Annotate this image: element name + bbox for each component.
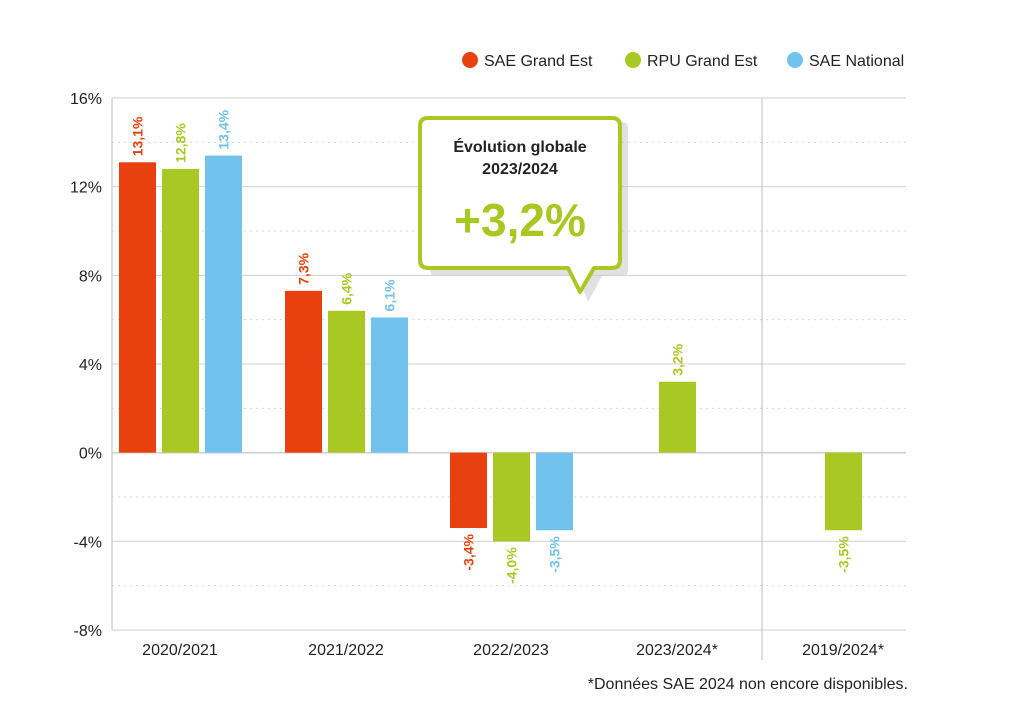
bar [825, 452, 862, 531]
callout-bubble [418, 116, 622, 294]
x-tick-label: 2020/2021 [142, 642, 218, 659]
bar [328, 310, 365, 453]
y-tick-label: 12% [70, 180, 102, 197]
bar [285, 290, 322, 453]
data-label: -3,4% [461, 533, 477, 570]
y-tick-label: 16% [70, 91, 102, 108]
y-tick-label: -4% [74, 534, 102, 551]
y-tick-label: 8% [79, 268, 102, 285]
bar [119, 162, 156, 453]
data-label: 3,2% [670, 343, 686, 375]
bar [659, 381, 696, 453]
y-tick-label: 4% [79, 357, 102, 374]
callout-title: Évolution globale [453, 137, 586, 156]
legend-swatch [787, 52, 803, 68]
data-label: 6,4% [339, 272, 355, 304]
data-label: 6,1% [382, 279, 398, 311]
legend-label: SAE National [809, 53, 904, 70]
bar [205, 155, 242, 453]
bar [450, 452, 487, 529]
legend-swatch [462, 52, 478, 68]
data-label: -4,0% [504, 547, 520, 584]
bar [536, 452, 573, 531]
data-label: 12,8% [173, 123, 189, 163]
callout-subtitle: 2023/2024 [482, 161, 558, 178]
callout-value: +3,2% [454, 194, 586, 246]
x-tick-label: 2022/2023 [473, 642, 549, 659]
data-label: 13,4% [216, 109, 232, 149]
y-tick-label: 0% [79, 446, 102, 463]
legend-label: SAE Grand Est [484, 53, 593, 70]
bar [371, 317, 408, 453]
y-tick-label: -8% [74, 623, 102, 640]
footnote: *Données SAE 2024 non encore disponibles… [587, 676, 908, 693]
bar [493, 452, 530, 542]
x-tick-label: 2021/2022 [308, 642, 384, 659]
data-label: -3,5% [836, 536, 852, 573]
data-label: -3,5% [547, 536, 563, 573]
x-tick-label: 2019/2024* [802, 642, 884, 659]
legend-swatch [625, 52, 641, 68]
legend-label: RPU Grand Est [647, 53, 758, 70]
x-tick-label: 2023/2024* [636, 642, 718, 659]
bar [162, 168, 199, 453]
data-label: 13,1% [130, 116, 146, 156]
data-label: 7,3% [296, 252, 312, 284]
